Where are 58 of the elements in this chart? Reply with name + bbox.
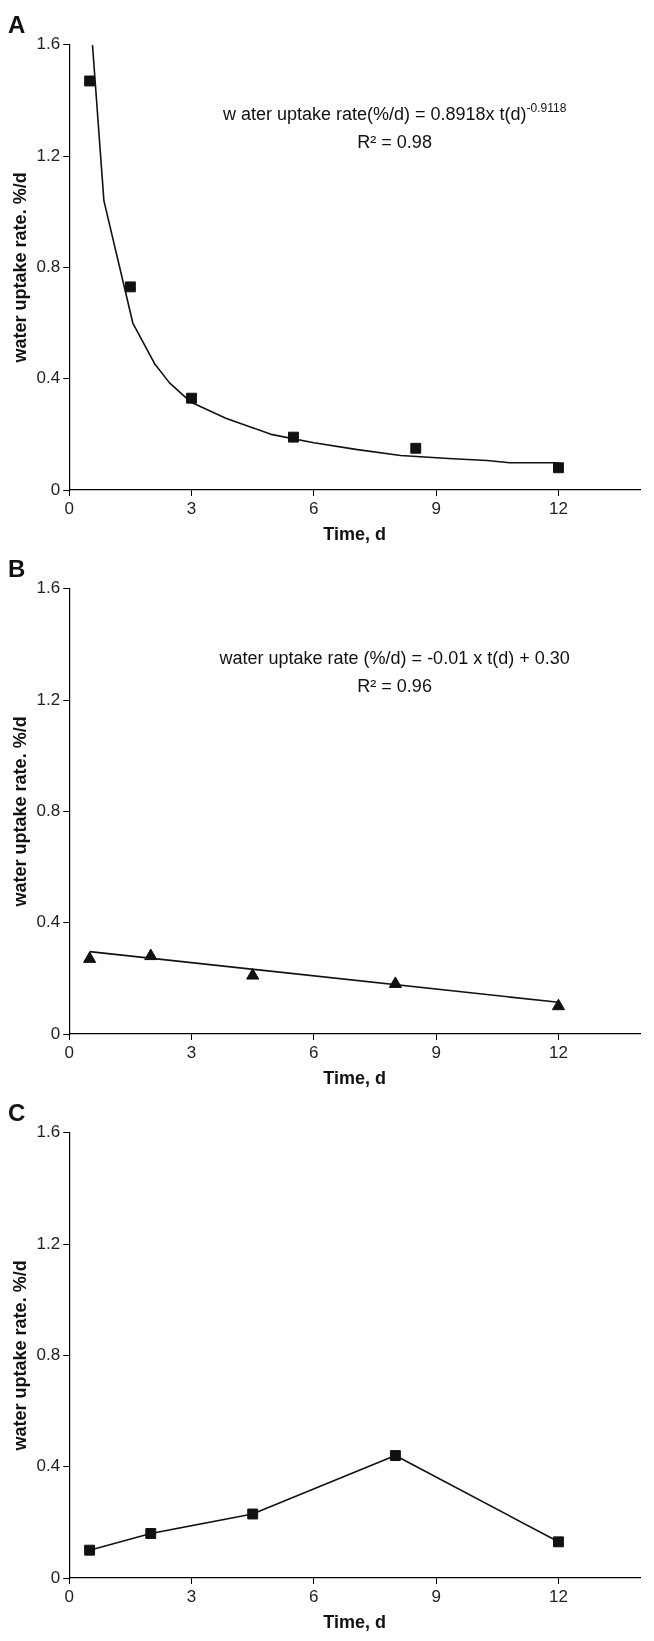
x-tick-label: 3 xyxy=(186,1042,197,1062)
x-tick-label: 12 xyxy=(549,498,568,518)
annotation: R² = 0.96 xyxy=(357,675,432,696)
x-axis-title: Time, d xyxy=(323,1068,386,1089)
x-tick-label: 9 xyxy=(431,1042,441,1062)
x-tick-label: 12 xyxy=(549,1586,568,1606)
chart-title: A xyxy=(8,11,26,39)
x-tick-label: 3 xyxy=(186,498,197,518)
x-axis-title: Time, d xyxy=(323,524,386,545)
y-axis-title: water uptake rate. %/d xyxy=(9,172,30,364)
point xyxy=(389,1450,401,1462)
y-tick-label: 1.6 xyxy=(36,578,61,598)
x-tick-label: 0 xyxy=(64,1042,74,1062)
x-tick-label: 9 xyxy=(431,1586,441,1606)
point xyxy=(246,968,260,980)
x-axis-title: Time, d xyxy=(323,1612,386,1633)
chart-title: C xyxy=(8,1099,26,1127)
x-tick-label: 0 xyxy=(64,498,74,518)
y-tick-label: 0.8 xyxy=(36,257,61,277)
x-tick-label: 6 xyxy=(309,1042,319,1062)
point xyxy=(388,976,402,988)
annotation: R² = 0.98 xyxy=(357,131,432,152)
y-tick-label: 0.4 xyxy=(36,912,61,932)
point xyxy=(553,1536,564,1548)
point xyxy=(124,281,136,293)
y-tick-label: 0.8 xyxy=(36,801,61,821)
point xyxy=(288,431,299,443)
point xyxy=(551,998,566,1011)
x-tick-label: 3 xyxy=(186,1586,197,1606)
y-axis-title: water uptake rate. %/d xyxy=(9,1260,30,1452)
point xyxy=(186,392,197,404)
annotation: water uptake rate (%/d) = -0.01 x t(d) + 0.30 xyxy=(218,647,570,668)
chart-title: B xyxy=(8,555,26,583)
x-tick-label: 6 xyxy=(309,498,319,518)
x-tick-label: 0 xyxy=(64,1586,74,1606)
y-tick-label: 0.8 xyxy=(36,1345,61,1365)
y-tick-label: 0 xyxy=(50,1023,61,1043)
y-tick-label: 1.6 xyxy=(36,34,61,54)
y-tick-label: 1.2 xyxy=(36,1233,61,1253)
y-axis-title: water uptake rate. %/d xyxy=(9,716,30,908)
x-tick-label: 12 xyxy=(549,1042,568,1062)
x-tick-label: 6 xyxy=(309,1586,319,1606)
x-tick-label: 9 xyxy=(431,498,441,518)
y-tick-label: 1.2 xyxy=(36,689,61,709)
point xyxy=(144,948,158,961)
point xyxy=(410,442,422,454)
y-tick-label: 0.4 xyxy=(36,368,61,388)
point xyxy=(247,1508,259,1520)
y-tick-label: 0 xyxy=(50,479,61,499)
point xyxy=(84,75,96,87)
y-tick-label: 1.2 xyxy=(36,145,61,165)
point xyxy=(83,951,97,963)
point xyxy=(145,1528,157,1539)
point xyxy=(553,462,564,474)
point xyxy=(84,1544,96,1556)
y-tick-label: 0.4 xyxy=(36,1456,61,1476)
y-tick-label: 0 xyxy=(50,1567,61,1587)
y-tick-label: 1.6 xyxy=(36,1122,61,1142)
